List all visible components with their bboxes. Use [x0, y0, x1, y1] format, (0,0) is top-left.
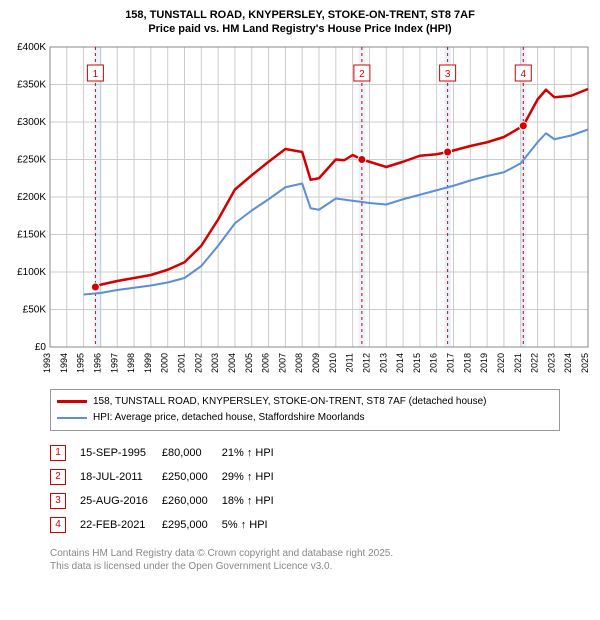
sale-price: £260,000: [162, 489, 222, 513]
svg-text:2011: 2011: [345, 353, 355, 372]
legend: 158, TUNSTALL ROAD, KNYPERSLEY, STOKE-ON…: [50, 389, 560, 431]
chart-container: £0 £50K £100K £150K £200K £250K £300K £350K £400…: [8, 43, 592, 383]
legend-swatch: [57, 417, 87, 419]
sale-delta: 18% ↑ HPI: [222, 489, 288, 513]
svg-text:2021: 2021: [513, 353, 523, 373]
svg-text:£350K: £350K: [17, 79, 46, 90]
svg-text:£400K: £400K: [17, 43, 46, 53]
svg-text:£150K: £150K: [17, 229, 46, 240]
svg-text:4: 4: [520, 69, 526, 80]
svg-text:2025: 2025: [580, 353, 590, 373]
svg-text:1: 1: [93, 69, 99, 80]
svg-text:2017: 2017: [446, 353, 456, 373]
sale-marker: 3: [50, 493, 66, 509]
legend-swatch: [57, 400, 87, 403]
svg-text:1995: 1995: [76, 353, 86, 373]
sale-price: £80,000: [162, 441, 222, 465]
svg-text:2016: 2016: [429, 353, 439, 373]
svg-text:£250K: £250K: [17, 154, 46, 165]
chart-title-block: 158, TUNSTALL ROAD, KNYPERSLEY, STOKE-ON…: [8, 8, 592, 37]
svg-text:2020: 2020: [496, 353, 506, 373]
svg-text:2009: 2009: [311, 353, 321, 373]
svg-text:1996: 1996: [92, 353, 102, 373]
svg-text:1997: 1997: [109, 353, 119, 373]
sale-delta: 5% ↑ HPI: [222, 513, 288, 537]
price-chart: £0 £50K £100K £150K £200K £250K £300K £350K £400…: [8, 43, 592, 383]
legend-label: HPI: Average price, detached house, Staf…: [93, 412, 364, 423]
chart-title-line2: Price paid vs. HM Land Registry's House …: [8, 22, 592, 36]
table-row: 3 25-AUG-2016 £260,000 18% ↑ HPI: [50, 489, 288, 513]
svg-text:1994: 1994: [59, 353, 69, 373]
table-row: 2 18-JUL-2011 £250,000 29% ↑ HPI: [50, 465, 288, 489]
sale-marker: 4: [50, 517, 66, 533]
svg-text:2023: 2023: [546, 353, 556, 373]
svg-text:2002: 2002: [193, 353, 203, 373]
footer-attribution: Contains HM Land Registry data © Crown c…: [50, 547, 592, 573]
sale-delta: 21% ↑ HPI: [222, 441, 288, 465]
sale-date: 25-AUG-2016: [80, 489, 162, 513]
svg-text:2005: 2005: [244, 353, 254, 373]
svg-text:2024: 2024: [563, 353, 573, 373]
sale-marker: 1: [50, 445, 66, 461]
svg-text:2018: 2018: [462, 353, 472, 373]
svg-text:£300K: £300K: [17, 117, 46, 128]
svg-text:2001: 2001: [177, 353, 187, 373]
table-row: 4 22-FEB-2021 £295,000 5% ↑ HPI: [50, 513, 288, 537]
sale-date: 15-SEP-1995: [80, 441, 162, 465]
svg-text:2010: 2010: [328, 353, 338, 373]
svg-text:£100K: £100K: [17, 267, 46, 278]
svg-text:2007: 2007: [277, 353, 287, 373]
svg-text:3: 3: [445, 69, 451, 80]
chart-title-line1: 158, TUNSTALL ROAD, KNYPERSLEY, STOKE-ON…: [8, 8, 592, 22]
legend-label: 158, TUNSTALL ROAD, KNYPERSLEY, STOKE-ON…: [93, 396, 486, 407]
svg-text:£200K: £200K: [17, 192, 46, 203]
svg-text:2: 2: [359, 69, 365, 80]
footer-line: Contains HM Land Registry data © Crown c…: [50, 547, 592, 560]
svg-text:2008: 2008: [294, 353, 304, 373]
svg-text:1999: 1999: [143, 353, 153, 373]
svg-text:2003: 2003: [210, 353, 220, 373]
svg-text:2006: 2006: [261, 353, 271, 373]
svg-text:£50K: £50K: [23, 304, 47, 315]
legend-item: HPI: Average price, detached house, Staf…: [57, 410, 553, 426]
svg-text:2012: 2012: [361, 353, 371, 373]
svg-text:1998: 1998: [126, 353, 136, 373]
sales-table: 1 15-SEP-1995 £80,000 21% ↑ HPI 2 18-JUL…: [50, 441, 288, 537]
sale-marker: 2: [50, 469, 66, 485]
svg-text:2014: 2014: [395, 353, 405, 373]
footer-line: This data is licensed under the Open Gov…: [50, 560, 592, 573]
sale-date: 22-FEB-2021: [80, 513, 162, 537]
svg-text:2000: 2000: [160, 353, 170, 373]
table-row: 1 15-SEP-1995 £80,000 21% ↑ HPI: [50, 441, 288, 465]
svg-text:2022: 2022: [530, 353, 540, 373]
svg-text:2019: 2019: [479, 353, 489, 373]
svg-text:2004: 2004: [227, 353, 237, 373]
sale-date: 18-JUL-2011: [80, 465, 162, 489]
svg-text:2015: 2015: [412, 353, 422, 373]
sale-price: £295,000: [162, 513, 222, 537]
svg-text:£0: £0: [35, 342, 47, 353]
svg-text:2013: 2013: [378, 353, 388, 373]
sale-price: £250,000: [162, 465, 222, 489]
sale-delta: 29% ↑ HPI: [222, 465, 288, 489]
legend-item: 158, TUNSTALL ROAD, KNYPERSLEY, STOKE-ON…: [57, 394, 553, 410]
svg-text:1993: 1993: [42, 353, 52, 373]
